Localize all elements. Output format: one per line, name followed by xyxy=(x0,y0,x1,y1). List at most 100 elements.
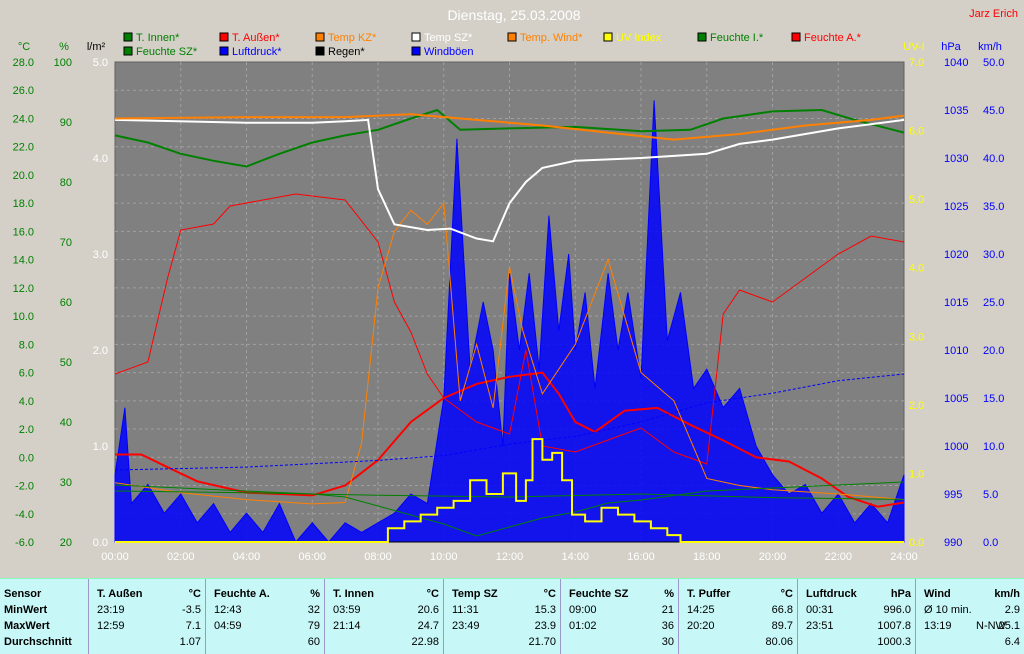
max-label: MaxWert xyxy=(4,620,50,632)
summary-cell-row: 01:02 36 xyxy=(565,620,674,635)
summary-cell-row: 20:20 89.7 xyxy=(683,620,793,635)
y-tick-label-temp: -6.0 xyxy=(15,537,34,549)
summary-cell-row: Luftdruck hPa xyxy=(802,588,911,603)
summary-cell-row: 1000.3 xyxy=(802,636,911,651)
avg-label: Durchschnitt xyxy=(4,636,72,648)
summary-cell-row: 14:25 66.8 xyxy=(683,604,793,619)
axis-unit-press: hPa xyxy=(941,41,961,53)
y-tick-label-wind: 50.0 xyxy=(983,57,1004,69)
legend-label: Feuchte SZ* xyxy=(136,46,198,58)
y-tick-label-hum: 50 xyxy=(60,357,72,369)
y-tick-label-rain: 2.0 xyxy=(93,345,108,357)
y-tick-label-temp: 4.0 xyxy=(19,396,34,408)
y-tick-label-temp: 12.0 xyxy=(13,283,34,295)
summary-cell-label: 12:59 xyxy=(97,620,125,632)
y-tick-label-temp: 18.0 xyxy=(13,198,34,210)
summary-column: Feuchte SZ% 09:00 21 01:02 36 30 xyxy=(560,579,678,654)
y-tick-label-wind: 45.0 xyxy=(983,105,1004,117)
summary-cell-value: 79 xyxy=(307,620,320,632)
summary-cell-value: 21.70 xyxy=(528,636,556,648)
summary-cell-label: 03:59 xyxy=(333,604,361,616)
y-tick-label-temp: 2.0 xyxy=(19,424,34,436)
legend-swatch xyxy=(315,32,325,42)
summary-cell-row: Wind km/h xyxy=(920,588,1020,603)
summary-cell-value: 23.9 xyxy=(534,620,556,632)
y-tick-label-rain: 1.0 xyxy=(93,441,108,453)
y-tick-label-rain: 4.0 xyxy=(93,153,108,165)
y-tick-label-wind: 0.0 xyxy=(983,537,998,549)
series-line xyxy=(114,118,905,243)
y-tick-label-hum: 20 xyxy=(60,537,72,549)
y-tick-label-temp: -4.0 xyxy=(15,509,34,521)
series-line xyxy=(114,108,905,168)
y-tick-label-uv: 5.0 xyxy=(909,194,924,206)
series-line xyxy=(114,490,905,500)
summary-cell-value: 30 xyxy=(661,636,674,648)
x-tick-label: 14:00 xyxy=(561,551,589,563)
summary-cell-row: Temp SZ °C xyxy=(448,588,556,603)
y-tick-label-press: 1025 xyxy=(944,201,968,213)
summary-cell-row: 6.4 xyxy=(920,636,1020,651)
summary-cell-row: 12:43 32 xyxy=(210,604,320,619)
y-tick-label-press: 1035 xyxy=(944,105,968,117)
x-tick-label: 20:00 xyxy=(759,551,787,563)
legend-label: Regen* xyxy=(328,46,365,58)
summary-cell-row: 11:31 15.3 xyxy=(448,604,556,619)
summary-cell-row: T. Innen °C xyxy=(329,588,439,603)
summary-cell-value: °C xyxy=(780,588,793,600)
y-tick-label-wind: 5.0 xyxy=(983,489,998,501)
legend-label: Feuchte A.* xyxy=(804,32,862,44)
summary-cell-value: 22.98 xyxy=(411,636,439,648)
summary-cell-row: 04:59 79 xyxy=(210,620,320,635)
summary-cell-value: 21 xyxy=(661,604,674,616)
summary-cell-value: 2.9 xyxy=(1004,604,1020,616)
x-tick-label: 06:00 xyxy=(298,551,326,563)
summary-cell-value: % xyxy=(310,588,320,600)
y-tick-label-temp: 10.0 xyxy=(13,311,34,323)
y-tick-label-wind: 10.0 xyxy=(983,441,1004,453)
summary-cell-value: km/h xyxy=(994,588,1020,600)
summary-cell-row: 23:49 23.9 xyxy=(448,620,556,635)
summary-cell-row: 80.06 xyxy=(683,636,793,651)
summary-table: Sensor MinWert MaxWert Durchschnitt T. A… xyxy=(0,578,1024,654)
y-tick-label-press: 995 xyxy=(944,489,962,501)
y-tick-label-press: 1005 xyxy=(944,393,968,405)
y-tick-label-temp: 6.0 xyxy=(19,368,34,380)
series-layer xyxy=(114,100,905,543)
y-tick-label-uv: 2.0 xyxy=(909,400,924,412)
y-tick-label-hum: 80 xyxy=(60,177,72,189)
legend-swatch xyxy=(315,46,325,56)
x-tick-label: 00:00 xyxy=(101,551,129,563)
summary-cell-label: 21:14 xyxy=(333,620,361,632)
y-tick-label-rain: 5.0 xyxy=(93,57,108,69)
y-tick-label-uv: 1.0 xyxy=(909,468,924,480)
y-tick-label-uv: 6.0 xyxy=(909,126,924,138)
series-line xyxy=(114,201,905,505)
y-tick-label-press: 990 xyxy=(944,537,962,549)
summary-cell-label: T. Innen xyxy=(333,588,374,600)
y-tick-label-uv: 0.0 xyxy=(909,537,924,549)
legend-label: T. Außen* xyxy=(232,32,280,44)
axis-unit-temp: °C xyxy=(18,41,30,53)
y-tick-label-temp: 28.0 xyxy=(13,57,34,69)
summary-cell-value: 6.4 xyxy=(1004,636,1020,648)
y-tick-label-wind: 30.0 xyxy=(983,249,1004,261)
summary-cell-row: 09:00 21 xyxy=(565,604,674,619)
y-tick-label-press: 1015 xyxy=(944,297,968,309)
legend-swatch xyxy=(411,46,421,56)
summary-column: Wind km/h Ø 10 min. 2.9 13:19 N-NW 25.1 6.4 xyxy=(915,579,1024,654)
summary-cell-value: 1.07 xyxy=(179,636,201,648)
summary-cell-label: 12:43 xyxy=(214,604,242,616)
y-tick-label-hum: 70 xyxy=(60,237,72,249)
summary-cell-row: 03:59 20.6 xyxy=(329,604,439,619)
y-tick-label-uv: 4.0 xyxy=(909,263,924,275)
legend-label: Temp KZ* xyxy=(328,32,377,44)
y-tick-label-press: 1020 xyxy=(944,249,968,261)
summary-cell-value: 36 xyxy=(661,620,674,632)
summary-cell-label: Feuchte A. xyxy=(214,588,270,600)
legend-swatch xyxy=(219,46,229,56)
legend-label: Temp. Wind* xyxy=(520,32,583,44)
summary-cell-row: 21:14 24.7 xyxy=(329,620,439,635)
summary-cell-label: T. Außen xyxy=(97,588,143,600)
series-line xyxy=(114,481,905,537)
